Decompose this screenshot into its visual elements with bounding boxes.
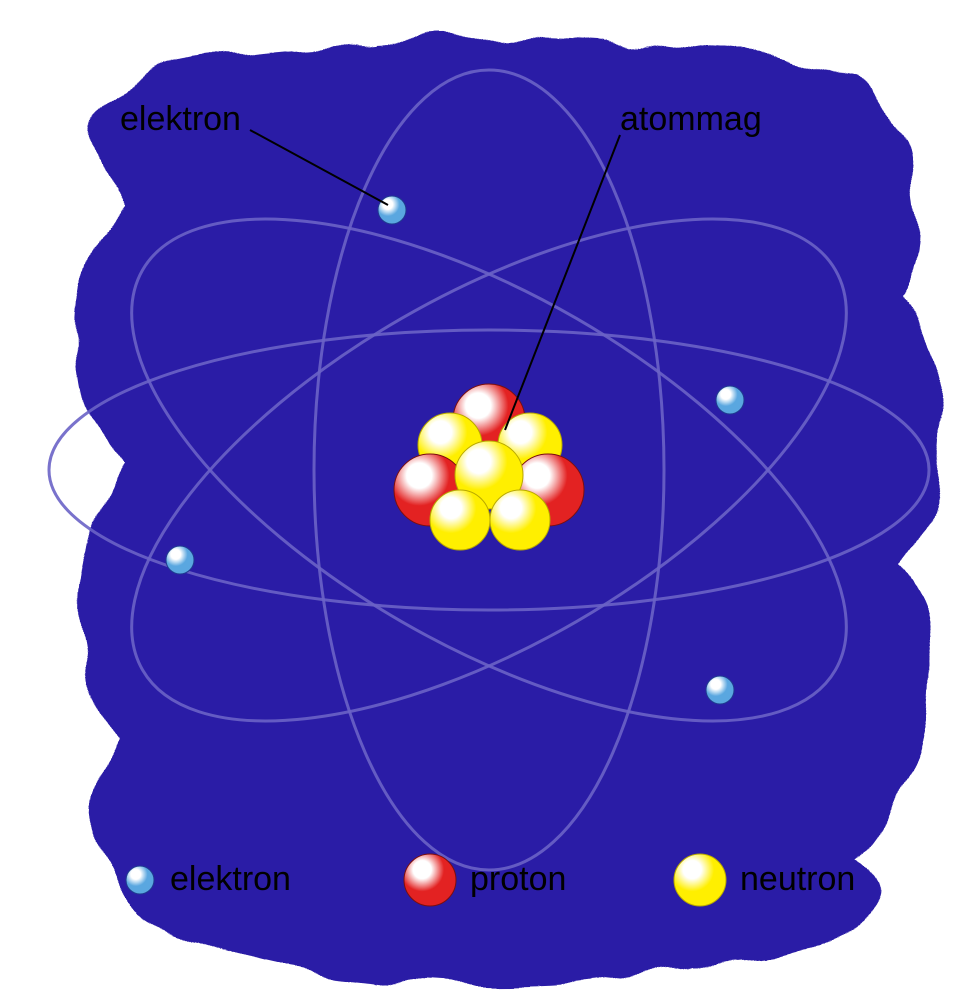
electron-particle — [166, 546, 194, 574]
electron-particle — [716, 386, 744, 414]
legend-proton-swatch — [404, 854, 456, 906]
neutron-particle — [430, 490, 490, 550]
atom-diagram: elektron atommag elektron proton neutron — [0, 0, 979, 999]
legend-electron-swatch — [126, 866, 154, 894]
legend-electron-label: elektron — [170, 860, 291, 899]
legend-proton-label: proton — [470, 860, 566, 899]
diagram-svg — [0, 0, 979, 999]
legend-neutron-label: neutron — [740, 860, 855, 899]
electron-particle — [378, 196, 406, 224]
legend-neutron-swatch — [674, 854, 726, 906]
neutron-particle — [490, 490, 550, 550]
electron-callout-label: elektron — [120, 100, 241, 139]
electron-particle — [706, 676, 734, 704]
nucleus-callout-label: atommag — [620, 100, 762, 139]
